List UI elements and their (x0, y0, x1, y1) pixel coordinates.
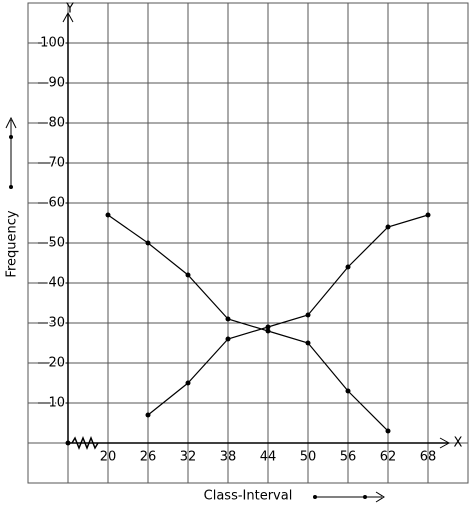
y-label-arrowhead (5, 116, 17, 129)
y-tick-label: 50 (48, 236, 65, 251)
y-tick-label: 70 (48, 156, 65, 171)
data-point (425, 212, 431, 218)
x-label-arrowhead (375, 491, 385, 503)
y-tick-label: 100 (40, 36, 65, 51)
data-point (185, 272, 191, 278)
data-point (385, 428, 391, 434)
data-point (345, 264, 351, 270)
y-tick-label: 80 (48, 116, 65, 131)
y-tick-label: 30 (48, 316, 65, 331)
y-axis-letter: Y (65, 2, 74, 17)
y-axis-label: Frequency (5, 210, 20, 277)
data-point (305, 340, 311, 346)
x-label-arrow-dot (313, 495, 317, 499)
y-tick-label: 10 (48, 396, 65, 411)
x-tick-label: 68 (420, 450, 437, 465)
data-point (145, 240, 151, 246)
x-tick-label: 26 (140, 450, 157, 465)
x-label-arrow-dot (363, 495, 367, 499)
origin-dot (65, 440, 71, 446)
x-tick-label: 56 (340, 450, 357, 465)
data-point (265, 324, 271, 330)
data-point (385, 224, 391, 230)
x-tick-label: 50 (300, 450, 317, 465)
y-tick-label: 20 (48, 356, 65, 371)
x-tick-label: 44 (260, 450, 277, 465)
data-point (145, 412, 151, 418)
x-axis-letter: X (454, 436, 463, 451)
y-tick-label: 40 (48, 276, 65, 291)
x-tick-label: 32 (180, 450, 197, 465)
y-arrow (62, 11, 74, 23)
data-point (225, 316, 231, 322)
data-point (265, 328, 271, 334)
x-arrow (439, 437, 451, 449)
y-tick-label: 60 (48, 196, 65, 211)
data-point (185, 380, 191, 386)
data-point (105, 212, 111, 218)
x-tick-label: 38 (220, 450, 237, 465)
data-point (345, 388, 351, 394)
y-label-arrow-dot (9, 185, 13, 189)
axis-break (71, 435, 99, 451)
data-point (225, 336, 231, 342)
data-point (305, 312, 311, 318)
x-axis-label: Class-Interval (204, 489, 293, 504)
series-line (147, 214, 429, 416)
y-tick-label: 90 (48, 76, 65, 91)
series-line (107, 214, 389, 432)
y-label-arrow-dot (9, 135, 13, 139)
x-tick-label: 62 (380, 450, 397, 465)
x-tick-label: 20 (100, 450, 117, 465)
